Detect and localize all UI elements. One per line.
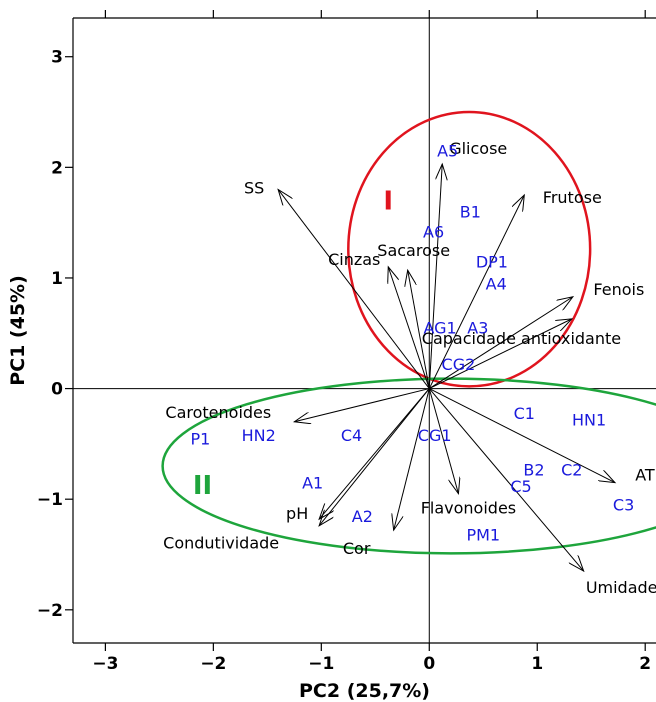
observation-point: PM1 [466,526,500,545]
observation-point: C2 [561,460,582,479]
variable-label: Sacarose [377,241,450,260]
observation-point: C1 [514,404,535,423]
vector-arrow [319,388,430,520]
observation-point: B1 [460,203,481,222]
variable-label: Flavonoides [421,499,516,518]
vector-arrow [294,388,430,422]
variable-label: Condutividade [163,534,279,553]
x-tick-label: 2 [639,654,651,674]
observation-point: AG1 [423,319,456,338]
observation-point: A6 [423,222,444,241]
variable-label: Cinzas [328,250,380,269]
x-tick-label: 1 [531,654,543,674]
observation-point: DP1 [476,252,508,271]
observation-point: C3 [613,496,634,515]
observation-point: A1 [302,474,323,493]
variable-label: pH [286,504,308,523]
vector-arrow [428,388,583,572]
vector-arrow [429,297,573,389]
observation-point: CG1 [418,426,452,445]
y-axis-title: PC1 (45%) [7,275,29,386]
y-tick-label: 1 [51,269,63,289]
vector-arrow [428,164,442,389]
x-tick-label: −1 [308,654,334,674]
observation-point: A5 [437,142,458,161]
vector-arrow [278,189,430,389]
observation-point: CG2 [442,355,476,374]
vector-arrow [429,319,572,390]
y-tick-label: −2 [37,601,63,621]
variable-label: Glicose [449,139,507,158]
y-tick-label: 2 [51,158,63,178]
vector-arrow [428,195,524,389]
group-label-I: I [383,187,393,217]
variable-label: AT [635,466,655,485]
variable-label: Fenois [593,280,644,299]
group-label-II: II [193,471,212,501]
x-tick-label: −2 [200,654,226,674]
vector-arrow [428,388,458,494]
group-ellipse-II [161,377,656,555]
observation-point: C4 [341,426,362,445]
observation-point: P1 [190,429,210,448]
y-tick-label: 3 [51,48,63,68]
vector-arrow [429,388,615,483]
variable-label: SS [244,178,264,197]
observation-point: C5 [510,477,531,496]
x-tick-label: 0 [423,654,435,674]
variable-label: Umidade [586,578,656,597]
vector-arrow [394,388,430,531]
observation-point: HN2 [242,426,276,445]
x-tick-label: −3 [92,654,118,674]
variable-label: Carotenoides [165,403,271,422]
variable-label: Cor [343,539,371,558]
y-tick-label: −1 [37,490,63,510]
observation-point: A3 [467,319,488,338]
variable-label: Capacidade antioxidante [422,329,621,348]
vector-arrow [319,388,430,526]
group-ellipse-I [347,110,592,388]
x-axis-title: PC2 (25,7%) [299,680,430,702]
observation-point: B2 [523,460,544,479]
variable-label: Frutose [543,188,602,207]
observation-point: A4 [486,274,507,293]
vector-arrow [388,267,430,389]
observation-point: A2 [352,507,373,526]
vector-arrow [408,270,430,389]
observation-point: HN1 [572,411,606,430]
y-tick-label: 0 [51,380,63,400]
